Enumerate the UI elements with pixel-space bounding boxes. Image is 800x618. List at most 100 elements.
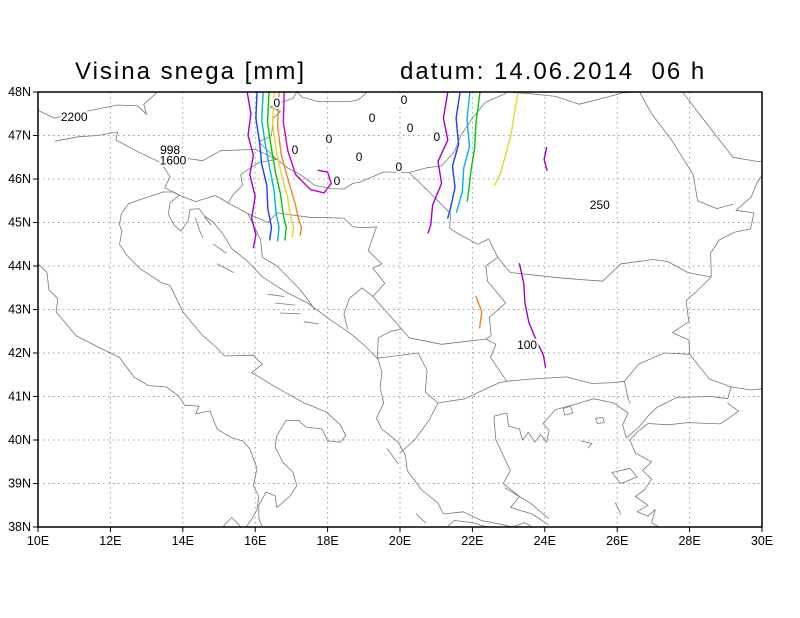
contour-west-4-green (266, 92, 287, 241)
map-line-greece-east-coast (493, 419, 549, 526)
map-line-romania-moldova-prut-border (639, 92, 734, 210)
contour-value-label: 0 (292, 143, 299, 157)
y-axis-tick-label: 47N (8, 129, 31, 143)
map-line-albania-greece-border (376, 352, 439, 454)
x-axis-tick-label: 24E (534, 534, 556, 548)
contour-east-5-yellow (494, 92, 519, 186)
x-axis-tick-label: 18E (316, 534, 338, 548)
y-axis-tick-label: 42N (8, 346, 31, 360)
map-line-attica-coast (511, 522, 533, 527)
map-line-hungary-serbia-romania-border (359, 92, 508, 183)
x-axis-tick-label: 16E (244, 534, 266, 548)
map-line-serbia-bulgaria-border (485, 256, 507, 340)
map-line-italy-west-coast (38, 263, 260, 527)
map-line-island-euboea (504, 487, 549, 519)
contour-value-label: 250 (590, 198, 610, 212)
contour-east-2-blue (447, 92, 461, 219)
map-line-romania-serbia-border (408, 172, 499, 258)
map-line-moldova-ukraine-dniester-border (682, 92, 762, 163)
contour-west-1-purple (246, 92, 257, 249)
map-datetime-label: datum: 14.06.2014 06 h (400, 58, 706, 85)
map-line-island-samothrace (595, 416, 605, 424)
x-axis-tick-label: 28E (678, 534, 700, 548)
map-line-romania-ukraine-border (506, 92, 640, 105)
map-line-island-korcula (280, 312, 301, 315)
contour-value-label: 0 (274, 96, 281, 110)
contour-east-4-green (466, 92, 481, 202)
y-axis-tick-label: 39N (8, 477, 31, 491)
map-line-turkey-black-sea-coast (730, 386, 762, 391)
y-axis-tick-label: 44N (8, 259, 31, 273)
map-line-croatia-bosnia-sava-border (227, 202, 365, 229)
map-line-sicily-tip-coast (222, 517, 242, 527)
map-line-macedonia-bulgaria-border (485, 338, 508, 382)
contour-value-label: 0 (334, 174, 341, 188)
map-line-island-thasos (562, 405, 574, 416)
map-line-island-kefalonia (415, 513, 426, 523)
contour-value-label: 0 (407, 121, 414, 135)
contour-south-1-purple-100 (518, 263, 547, 368)
x-axis-tick-label: 26E (606, 534, 628, 548)
basemap-layer (38, 92, 762, 527)
map-line-marmara-north-coast (625, 386, 732, 439)
contour-value-label: 0 (401, 93, 408, 107)
map-line-anatolia-aegean-coast (629, 439, 660, 527)
map-line-adriatic-east-coast (128, 191, 513, 527)
contour-value-label: 1600 (160, 154, 187, 168)
map-line-italy-east-coast (119, 203, 347, 527)
map-line-macedonia-greece-border (437, 380, 508, 404)
map-line-island-chios (615, 502, 622, 515)
map-line-croatia-bosnia-dinaric-border (247, 213, 316, 310)
map-line-bosnia-montenegro-border (343, 287, 374, 330)
y-axis-tick-label: 38N (8, 520, 31, 534)
x-axis-tick-label: 10E (27, 534, 49, 548)
map-line-marmara-south-coast (629, 402, 739, 441)
contour-value-label: 0 (326, 132, 333, 146)
contour-east-3-cyan (455, 92, 471, 213)
axes-layer: 10E 12E 14E 16E 18E 20E 22E 24E 26E 28E 30E 38N 39N 4… (8, 85, 773, 548)
map-line-island-cres (195, 217, 204, 239)
contour-layer (246, 92, 548, 368)
map-line-austria-hungary-border (258, 92, 298, 160)
map-line-slovakia-hungary-border (296, 92, 368, 102)
y-axis-tick-label: 41N (8, 390, 31, 404)
contour-value-label: 0 (396, 160, 403, 174)
x-axis-tick-label: 30E (751, 534, 773, 548)
map-line-austria-italy-border (54, 131, 173, 164)
map-line-bosnia-serbia-border (363, 226, 386, 297)
contour-value-label: 0 (356, 150, 363, 164)
map-line-island-mljet (303, 321, 320, 325)
contour-south-2-orange-short (475, 295, 483, 329)
grid-layer (38, 92, 762, 527)
contour-east-6-purple-short (543, 146, 548, 172)
map-line-montenegro-serbia-albania-border (372, 296, 403, 359)
x-axis-tick-label: 20E (389, 534, 411, 548)
contour-west-2-blue (255, 92, 273, 241)
contour-west-5-yellow (271, 92, 295, 239)
map-line-greece-turkey-border (624, 380, 631, 404)
map-line-bulgaria-turkey-border (624, 352, 690, 382)
map-line-island-pag (213, 243, 227, 254)
x-axis-tick-label: 12E (99, 534, 121, 548)
contour-value-label: 100 (517, 338, 537, 352)
x-axis-tick-label: 14E (172, 534, 194, 548)
map-line-croatia-hungary-border (276, 158, 361, 190)
contour-west-6-orange (276, 92, 303, 237)
map-line-black-sea-west-coast (671, 175, 762, 388)
map-line-island-corfu (386, 448, 399, 465)
contour-value-label: 2200 (61, 110, 88, 124)
map-line-kosovo-macedonia-border (401, 328, 487, 345)
map-line-aegean-north-coast (493, 398, 629, 443)
y-axis-tick-label: 43N (8, 303, 31, 317)
y-axis-tick-label: 48N (8, 85, 31, 99)
contour-value-label: 0 (434, 130, 441, 144)
map-line-bulgaria-greece-border (506, 376, 625, 384)
map-line-island-limnos (580, 440, 593, 449)
contour-value-label: 0 (369, 111, 376, 125)
map-line-island-hvar (274, 302, 296, 306)
map-line-island-krk (204, 216, 212, 226)
map-line-italy-slovenia-border (160, 162, 180, 196)
